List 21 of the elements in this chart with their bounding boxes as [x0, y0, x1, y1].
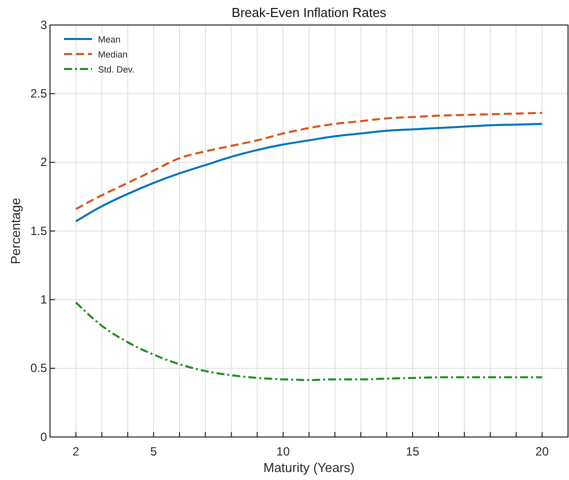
y-tick-label: 1 — [40, 292, 48, 307]
line-series — [74, 122, 544, 222]
legend-label: Mean — [98, 34, 121, 44]
y-tick-label: 2 — [40, 155, 48, 170]
x-tick-label: 20 — [535, 444, 550, 459]
y-axis-title: Percentage — [8, 198, 23, 264]
x-tick-label: 5 — [150, 444, 158, 459]
y-tick-label: 0.5 — [30, 361, 48, 376]
y-tick-label: 3 — [40, 18, 48, 32]
x-tick-label: 10 — [276, 444, 290, 459]
x-tick-label: 15 — [406, 444, 420, 459]
chart-title: Break-Even Inflation Rates — [232, 5, 387, 20]
y-tick-label: 1.5 — [30, 224, 48, 238]
y-tick-label: 2.5 — [30, 86, 48, 101]
line-series — [74, 112, 544, 210]
legend-label: Std. Dev. — [98, 64, 134, 74]
line-series — [74, 301, 544, 382]
x-axis-title: Maturity (Years) — [263, 460, 355, 475]
y-tick-label: 0 — [40, 430, 48, 444]
legend-label: Median — [98, 50, 128, 60]
x-tick-label: 2 — [72, 444, 80, 459]
